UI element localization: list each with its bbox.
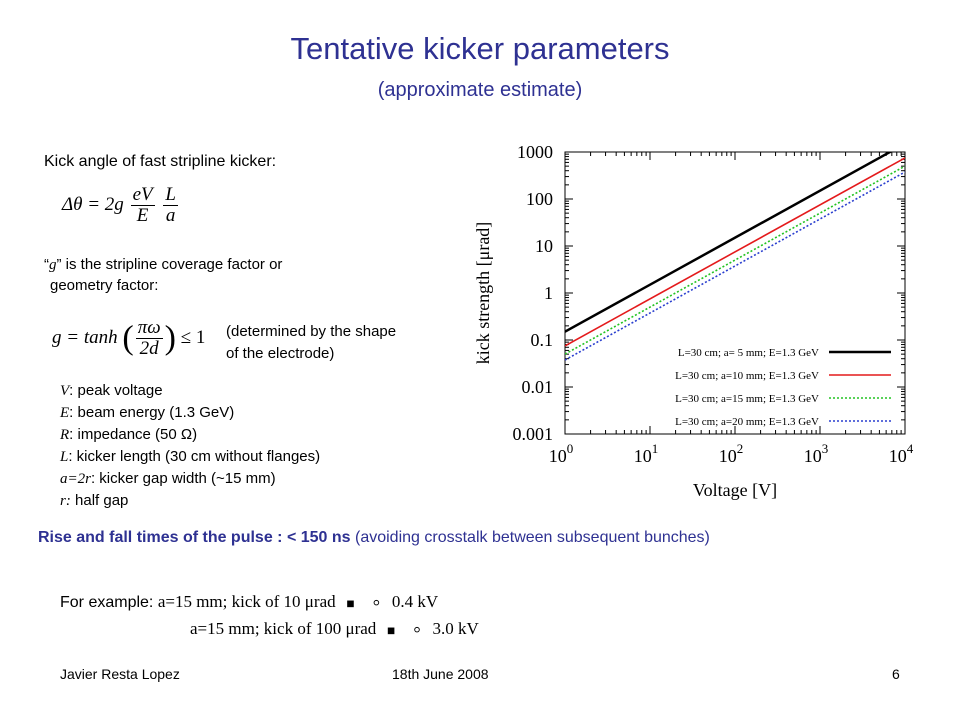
- variable-r: R: impedance (50 Ω): [60, 424, 320, 446]
- g-note-line2: of the electrode): [226, 345, 335, 362]
- g-formula-lhs: g = tanh: [52, 326, 118, 348]
- footer-page-number: 6: [892, 666, 900, 682]
- slide-subtitle: (approximate estimate): [377, 79, 583, 101]
- legend-entry-label: L=30 cm; a=15 mm; E=1.3 GeV: [675, 393, 819, 405]
- series-line: [565, 165, 905, 355]
- kick-formula-fraction-1: eV E: [130, 184, 155, 226]
- kick-formula-frac2-num: L: [163, 184, 178, 206]
- kick-formula-frac1-num: eV: [130, 184, 155, 206]
- variable-symbol: a=2r: [60, 471, 91, 487]
- g-description-line2: geometry factor:: [50, 277, 159, 294]
- g-formula-frac-den: 2d: [139, 338, 159, 359]
- variable-e: E: beam energy (1.3 GeV): [60, 402, 320, 424]
- example-line2-text: a=15 mm; kick of 100 μrad: [190, 619, 377, 638]
- kick-angle-heading: Kick angle of fast stripline kicker:: [44, 153, 277, 170]
- example-line1-result: 0.4 kV: [391, 592, 439, 611]
- kick-formula-lhs: Δθ = 2g: [62, 193, 124, 215]
- variable-r-half: r: half gap: [60, 490, 320, 512]
- x-tick-label: 103: [804, 441, 829, 466]
- variable-list: V: peak voltage E: beam energy (1.3 GeV)…: [60, 380, 320, 512]
- y-tick-label: 10: [535, 236, 553, 256]
- variable-desc: half gap: [70, 492, 129, 509]
- y-tick-label: 0.1: [531, 330, 554, 350]
- x-tick-label: 104: [889, 441, 914, 466]
- variable-desc: : peak voltage: [69, 382, 163, 399]
- kick-formula-fraction-2: L a: [163, 185, 178, 226]
- legend-entry-label: L=30 cm; a= 5 mm; E=1.3 GeV: [678, 347, 819, 359]
- example-prefix: For example:: [60, 594, 154, 611]
- g-note-line1: (determined by the shape: [226, 323, 397, 340]
- variable-desc: : kicker length (30 cm without flanges): [68, 448, 321, 465]
- example-arrow-icon: ⚪: [371, 596, 382, 610]
- slide-title: Tentative kicker parameters: [290, 31, 670, 66]
- x-tick-label: 102: [719, 441, 744, 466]
- g-formula: g = tanh ( πω 2d ) ≤ 1: [52, 318, 205, 359]
- x-axis-label: Voltage [V]: [693, 480, 777, 500]
- example-bullet-icon: ◾: [386, 623, 396, 637]
- variable-symbol: L: [60, 449, 69, 465]
- g-formula-paren-close: ): [164, 319, 176, 357]
- rise-fall-text: Rise and fall times of the pulse : < 150…: [38, 527, 710, 549]
- example-bullet-icon: ◾: [346, 596, 355, 610]
- variable-desc: : kicker gap width (~15 mm): [90, 470, 276, 487]
- legend-entry-label: L=30 cm; a=20 mm; E=1.3 GeV: [675, 416, 819, 428]
- y-axis-label: kick strength [μrad]: [473, 222, 493, 365]
- g-formula-frac-num: πω: [135, 317, 163, 339]
- x-tick-label: 101: [634, 441, 659, 466]
- plot-frame: [564, 151, 906, 435]
- legend-entry-label: L=30 cm; a=10 mm; E=1.3 GeV: [675, 370, 819, 382]
- rise-fall-note: (avoiding crosstalk between subsequent b…: [355, 529, 710, 546]
- x-tick-label: 100: [549, 441, 574, 466]
- series-line: [565, 152, 893, 333]
- variable-symbol: R: [60, 427, 70, 443]
- series-line: [565, 171, 905, 361]
- g-formula-rhs: ≤ 1: [180, 326, 206, 348]
- kick-formula-frac1-den: E: [136, 205, 149, 226]
- y-tick-label: 0.01: [522, 377, 554, 397]
- example-line2: a=15 mm; kick of 100 μrad ◾ ⚪ 3.0 kV: [190, 617, 479, 642]
- y-tick-label: 100: [526, 189, 553, 209]
- footer-date: 18th June 2008: [392, 666, 489, 682]
- variable-symbol: E: [60, 405, 70, 421]
- variable-symbol: V: [60, 383, 70, 399]
- variable-symbol: r:: [60, 493, 71, 509]
- kick-formula-frac2-den: a: [165, 205, 176, 226]
- example-line2-result: 3.0 kV: [432, 619, 479, 638]
- variable-l: L: kicker length (30 cm without flanges): [60, 446, 320, 468]
- footer-author: Javier Resta Lopez: [60, 666, 180, 682]
- example-line1-text: a=15 mm; kick of 10 μrad: [157, 592, 336, 611]
- variable-a: a=2r: kicker gap width (~15 mm): [60, 468, 320, 490]
- kick-angle-formula: Δθ = 2g eV E L a: [62, 185, 180, 226]
- example-line1: For example: a=15 mm; kick of 10 μrad ◾ …: [60, 590, 438, 615]
- y-tick-label: 1000: [517, 142, 553, 162]
- example-arrow-icon: ⚪: [412, 623, 423, 637]
- g-symbol: g: [49, 257, 57, 273]
- g-description-line1: “g” is the stripline coverage factor or: [44, 255, 282, 275]
- variable-desc: : impedance (50 Ω): [69, 426, 198, 443]
- g-desc-text: ” is the stripline coverage factor or: [56, 256, 283, 273]
- y-tick-label: 0.001: [513, 424, 554, 444]
- variable-desc: : beam energy (1.3 GeV): [69, 404, 235, 421]
- g-desc-quote-open: “: [44, 256, 49, 273]
- g-formula-fraction: πω 2d: [135, 317, 163, 359]
- variable-v: V: peak voltage: [60, 380, 320, 402]
- rise-fall-bold: Rise and fall times of the pulse : < 150…: [38, 529, 351, 546]
- y-tick-label: 1: [544, 283, 553, 303]
- series-line: [565, 157, 905, 347]
- g-formula-paren-open: (: [122, 319, 134, 357]
